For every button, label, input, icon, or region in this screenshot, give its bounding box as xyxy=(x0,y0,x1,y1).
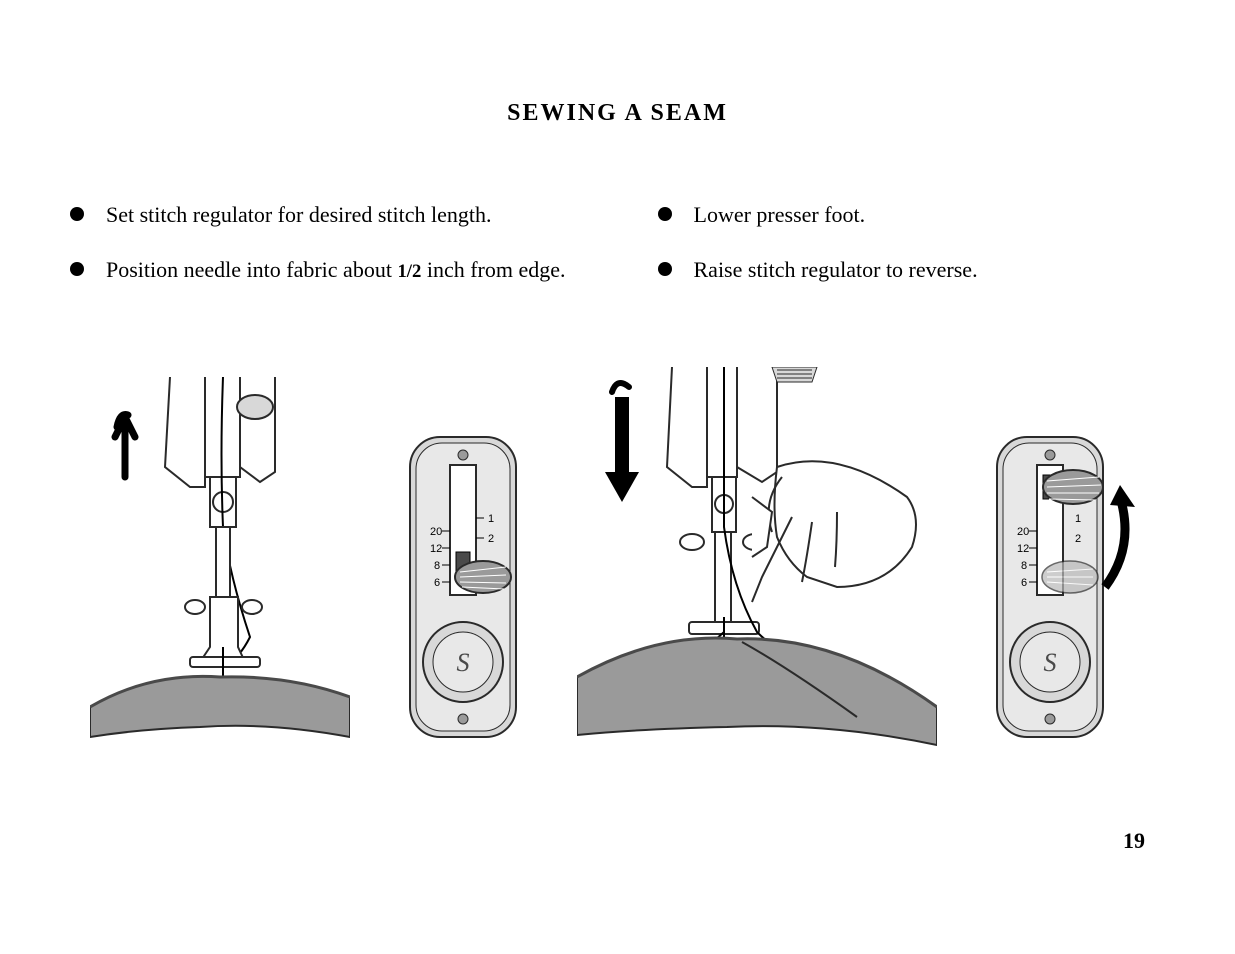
arrow-up-icon xyxy=(115,415,135,478)
regulator-knob-ghost xyxy=(1042,561,1098,593)
bullet-item: Set stitch regulator for desired stitch … xyxy=(70,197,578,232)
instruction-columns: Set stitch regulator for desired stitch … xyxy=(70,197,1165,307)
bullet-icon xyxy=(658,262,672,276)
illustration-row: 20 12 8 6 1 2 S xyxy=(70,367,1165,752)
bullet-icon xyxy=(70,207,84,221)
regulator-mark: 6 xyxy=(434,577,440,589)
illustration-lower-presser-foot xyxy=(577,367,937,752)
brand-medallion: S xyxy=(457,648,470,677)
regulator-mark: 2 xyxy=(1075,533,1081,545)
bullet-icon xyxy=(658,207,672,221)
bullet-text: Raise stitch regulator to reverse. xyxy=(694,252,1166,287)
bullet-text: Set stitch regulator for desired stitch … xyxy=(106,197,578,232)
regulator-mark: 6 xyxy=(1021,577,1027,589)
regulator-mark: 8 xyxy=(434,560,440,572)
bullet-text: Lower presser foot. xyxy=(694,197,1166,232)
illustration-stitch-regulator-set: 20 12 8 6 1 2 S xyxy=(398,427,528,752)
bullet-item: Raise stitch regulator to reverse. xyxy=(658,252,1166,287)
bullet-text: Position needle into fabric about 1/2 in… xyxy=(106,252,578,287)
hand-icon xyxy=(752,462,916,603)
regulator-mark: 1 xyxy=(488,513,494,525)
regulator-mark: 20 xyxy=(1017,526,1029,538)
bullet-item: Lower presser foot. xyxy=(658,197,1166,232)
illustration-needle-position xyxy=(90,377,350,752)
page-number: 19 xyxy=(1123,828,1145,854)
regulator-mark: 8 xyxy=(1021,560,1027,572)
bullet-item: Position needle into fabric about 1/2 in… xyxy=(70,252,578,287)
right-column: Lower presser foot. Raise stitch regulat… xyxy=(658,197,1166,307)
regulator-mark: 12 xyxy=(1017,543,1029,555)
bullet-icon xyxy=(70,262,84,276)
arrow-down-icon xyxy=(605,383,639,502)
page-title: SEWING A SEAM xyxy=(70,100,1165,127)
regulator-mark: 2 xyxy=(488,533,494,545)
regulator-mark: 12 xyxy=(430,543,442,555)
regulator-mark: 1 xyxy=(1075,513,1081,525)
arrow-curved-up-icon xyxy=(1105,485,1135,587)
regulator-knob xyxy=(1043,470,1103,504)
brand-medallion: S xyxy=(1043,648,1056,677)
illustration-stitch-regulator-reverse: 20 12 8 6 1 2 xyxy=(985,427,1145,752)
left-column: Set stitch regulator for desired stitch … xyxy=(70,197,578,307)
regulator-mark: 20 xyxy=(430,526,442,538)
